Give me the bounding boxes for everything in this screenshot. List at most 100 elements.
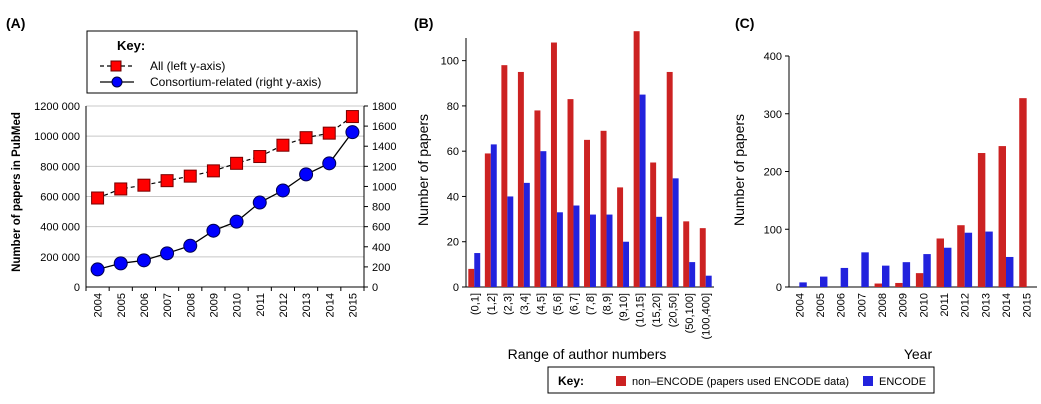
panel-label-b: (B) (414, 15, 433, 31)
panel-b-x-tick-label: (15,20] (651, 293, 663, 327)
panel-a-y-right-tick-label: 1800 (372, 101, 396, 113)
legend-all-label: All (left y-axis) (150, 59, 225, 73)
series-all-point (345, 110, 359, 124)
series-all-point (299, 131, 313, 145)
panel-c-x-tick-label: 2013 (980, 293, 992, 317)
panel-b-bar-non-encode (501, 65, 508, 287)
panel-b-x-tick-label: (2,3] (502, 293, 514, 315)
panel-b-x-tick-label: (50,100] (684, 293, 696, 333)
panel-b-x-tick-label: (1,2] (486, 293, 498, 315)
shared-legend-title: Key: (558, 374, 584, 388)
panel-a-chart: Key: All (left y-axis) Consortium-relate… (11, 30, 396, 317)
panel-a-x-tick-label: 2007 (162, 293, 174, 317)
panel-b-bar-non-encode (567, 99, 574, 287)
panel-b-y-axis-label: Number of papers (415, 114, 431, 226)
panel-a-y-right-tick-label: 400 (372, 242, 390, 254)
series-all-point (160, 174, 174, 188)
shared-legend-label-non-encode: non–ENCODE (papers used ENCODE data) (632, 376, 849, 388)
series-all-point (114, 182, 128, 196)
panel-a-y-right-tick-label: 1600 (372, 121, 396, 133)
panel-b-bar-non-encode (683, 221, 690, 287)
panel-c-bar-encode (985, 231, 993, 287)
panel-label-c: (C) (735, 15, 754, 31)
panel-a-y-right-tick-label: 200 (372, 262, 390, 274)
series-consortium-point (160, 246, 175, 261)
panel-b-y-tick-label: 0 (453, 282, 459, 294)
panel-c-x-tick-label: 2005 (815, 293, 827, 317)
panel-a-y-right-tick-label: 1200 (372, 161, 396, 173)
series-all-point (137, 178, 151, 192)
panel-c-bar-non-encode (874, 283, 882, 287)
panel-a-x-tick-label: 2011 (255, 293, 267, 317)
series-all-point (253, 150, 267, 164)
panel-b-x-tick-label: (10,15] (635, 293, 647, 327)
panel-a-y-right-tick-label: 600 (372, 222, 390, 234)
panel-b-bar-non-encode (699, 228, 706, 287)
panel-c-x-axis-label: Year (904, 346, 933, 362)
panel-c-bar-encode (944, 247, 952, 287)
panel-a-x-tick-label: 2012 (278, 293, 290, 317)
panel-b-bar-encode (474, 253, 481, 287)
panel-c-bar-encode (882, 265, 890, 287)
panel-a-y-left-tick-label: 800 000 (40, 161, 80, 173)
panel-c-y-tick-label: 300 (764, 109, 782, 121)
panel-c-bar-encode (799, 282, 807, 287)
panel-a-y-axis-label: Number of papers in PubMed (11, 112, 23, 272)
panel-c-bar-encode (840, 267, 849, 287)
series-all-point (206, 164, 220, 178)
shared-legend-swatch-non-encode (616, 376, 626, 386)
panel-a-x-tick-label: 2010 (232, 293, 244, 317)
panel-b-bar-encode (639, 94, 646, 287)
panel-b-bar-encode (507, 196, 514, 287)
panel-b-bar-non-encode (468, 268, 475, 287)
panel-c-x-tick-label: 2008 (877, 293, 889, 317)
panel-b-x-tick-label: (8,9] (602, 293, 614, 315)
panel-c-bar-encode (902, 262, 911, 287)
panel-c-bar-encode (820, 276, 828, 287)
panel-a-y-left-tick-label: 1000 000 (34, 131, 80, 143)
panel-c-bar-encode (1006, 256, 1014, 287)
panel-b-bar-non-encode (650, 162, 657, 287)
panel-b-bar-non-encode (550, 42, 557, 288)
panel-b-x-axis-label: Range of author numbers (508, 346, 667, 362)
panel-c-chart: 0 100 200 300 400 2004 2005 2006 2007 2008 2009 201… (731, 51, 1037, 362)
series-all-point (91, 191, 105, 205)
series-consortium-point (299, 167, 314, 182)
panel-b-y-tick-label: 100 (441, 56, 459, 68)
series-consortium-point (113, 256, 128, 271)
series-consortium-point (90, 262, 105, 277)
panel-b-bar-non-encode (617, 187, 624, 287)
series-consortium-point (206, 223, 221, 238)
panel-c-bar-non-encode (957, 225, 965, 287)
series-consortium-point (136, 253, 151, 268)
panel-b-x-tick-label: (5,6] (552, 293, 564, 315)
panel-c-y-axis-label: Number of papers (731, 114, 747, 226)
panel-b-bar-encode (606, 214, 613, 287)
panel-c-y-tick-label: 200 (764, 167, 782, 179)
panel-b-bar-encode (490, 144, 497, 287)
series-consortium-point (275, 183, 290, 198)
series-all-point (322, 126, 336, 140)
shared-legend: Key: non–ENCODE (papers used ENCODE data… (547, 366, 935, 394)
panel-c-x-tick-label: 2014 (1001, 293, 1013, 317)
panel-c-bar-non-encode (1019, 98, 1027, 287)
panel-c-bar-non-encode (915, 273, 924, 287)
panel-a-legend-box (86, 30, 358, 94)
series-consortium-line (97, 131, 353, 271)
panel-c-x-tick-label: 2011 (939, 293, 951, 317)
panel-a-x-tick-label: 2009 (208, 293, 220, 317)
panel-b-y-tick-label: 60 (447, 146, 459, 158)
series-consortium-point (345, 125, 360, 140)
panel-b-x-tick-label: (4,5] (535, 293, 547, 315)
panel-c-bar-non-encode (998, 146, 1006, 287)
series-consortium-point (322, 156, 337, 171)
panel-c-bar-non-encode (977, 153, 986, 287)
panel-a-legend-title: Key: (117, 38, 145, 53)
panel-c-bar-encode (923, 254, 931, 287)
panel-c-bar-encode (964, 232, 973, 287)
panel-c-y-tick-label: 400 (764, 51, 782, 63)
panel-b-bar-non-encode (633, 31, 640, 287)
panel-a-y-left-tick-label: 400 000 (40, 222, 80, 234)
panel-b-bar-encode (672, 178, 679, 287)
